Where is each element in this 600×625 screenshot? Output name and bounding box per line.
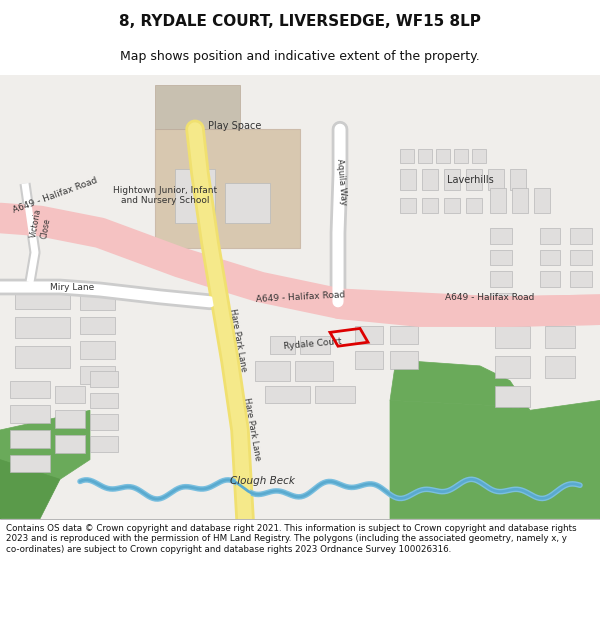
Bar <box>570 228 592 244</box>
Bar <box>490 228 512 244</box>
Bar <box>418 149 432 162</box>
Bar <box>80 292 115 310</box>
Bar <box>422 169 438 191</box>
Bar <box>265 386 310 403</box>
Polygon shape <box>155 85 240 129</box>
Bar <box>55 410 85 428</box>
Text: Victoria
Close: Victoria Close <box>29 208 53 240</box>
Bar <box>15 317 70 338</box>
Bar <box>315 386 355 403</box>
Bar <box>355 326 383 344</box>
Bar <box>510 169 526 191</box>
Bar <box>570 249 592 266</box>
Bar <box>422 198 438 213</box>
Bar <box>534 188 550 213</box>
Bar <box>10 454 50 472</box>
Bar <box>55 435 85 452</box>
Bar <box>540 228 560 244</box>
Text: Map shows position and indicative extent of the property.: Map shows position and indicative extent… <box>120 50 480 62</box>
Bar <box>90 436 118 452</box>
Text: Hare Park Lane: Hare Park Lane <box>228 308 248 373</box>
Bar <box>540 271 560 287</box>
Bar <box>490 271 512 287</box>
Text: Rydale Court: Rydale Court <box>283 337 342 351</box>
Bar <box>495 356 530 377</box>
Text: A649 - Halifax Road: A649 - Halifax Road <box>445 293 535 302</box>
Bar <box>90 392 118 408</box>
Bar <box>472 149 486 162</box>
Bar <box>570 271 592 287</box>
Bar <box>295 361 333 381</box>
Bar <box>495 386 530 408</box>
Bar <box>10 381 50 399</box>
Polygon shape <box>0 459 60 519</box>
Bar <box>270 336 295 354</box>
Bar <box>454 149 468 162</box>
Bar <box>225 184 270 223</box>
Text: Aquila Way: Aquila Way <box>335 158 348 205</box>
Bar <box>10 406 50 423</box>
Polygon shape <box>390 361 530 410</box>
Bar <box>90 371 118 387</box>
Bar <box>10 430 50 447</box>
Bar <box>466 198 482 213</box>
Bar <box>490 188 506 213</box>
Polygon shape <box>390 401 600 519</box>
Bar <box>490 293 512 309</box>
Bar <box>55 386 85 403</box>
Bar <box>444 198 460 213</box>
Bar <box>390 326 418 344</box>
Bar <box>80 366 115 384</box>
Text: A649 - Halifax Road: A649 - Halifax Road <box>255 290 345 304</box>
Bar <box>300 336 330 354</box>
Bar <box>490 249 512 266</box>
Text: Contains OS data © Crown copyright and database right 2021. This information is : Contains OS data © Crown copyright and d… <box>6 524 577 554</box>
Text: 8, RYDALE COURT, LIVERSEDGE, WF15 8LP: 8, RYDALE COURT, LIVERSEDGE, WF15 8LP <box>119 14 481 29</box>
Bar <box>400 198 416 213</box>
Text: Clough Beck: Clough Beck <box>230 476 295 486</box>
Bar <box>80 341 115 359</box>
Bar <box>80 317 115 334</box>
Bar <box>400 169 416 191</box>
Text: Play Space: Play Space <box>208 121 262 131</box>
Bar <box>355 351 383 369</box>
Bar <box>466 169 482 191</box>
Polygon shape <box>0 410 90 519</box>
Bar <box>495 326 530 348</box>
Bar <box>488 169 504 191</box>
Text: Hightown Junior, Infant
and Nursery School: Hightown Junior, Infant and Nursery Scho… <box>113 186 217 205</box>
Bar <box>400 149 414 162</box>
Text: Miry Lane: Miry Lane <box>50 283 94 292</box>
Bar <box>545 326 575 348</box>
Polygon shape <box>155 129 300 248</box>
Bar <box>390 351 418 369</box>
Text: A649 - Halifax Road: A649 - Halifax Road <box>11 176 98 215</box>
Text: Hare Park Lane: Hare Park Lane <box>242 397 262 462</box>
Bar <box>540 249 560 266</box>
Bar <box>175 169 215 223</box>
Bar <box>512 188 528 213</box>
Bar <box>436 149 450 162</box>
Bar <box>90 414 118 430</box>
Bar <box>15 287 70 309</box>
Bar <box>255 361 290 381</box>
Bar <box>545 356 575 377</box>
Bar <box>15 346 70 368</box>
Text: Laverhills: Laverhills <box>447 176 494 186</box>
Bar <box>444 169 460 191</box>
